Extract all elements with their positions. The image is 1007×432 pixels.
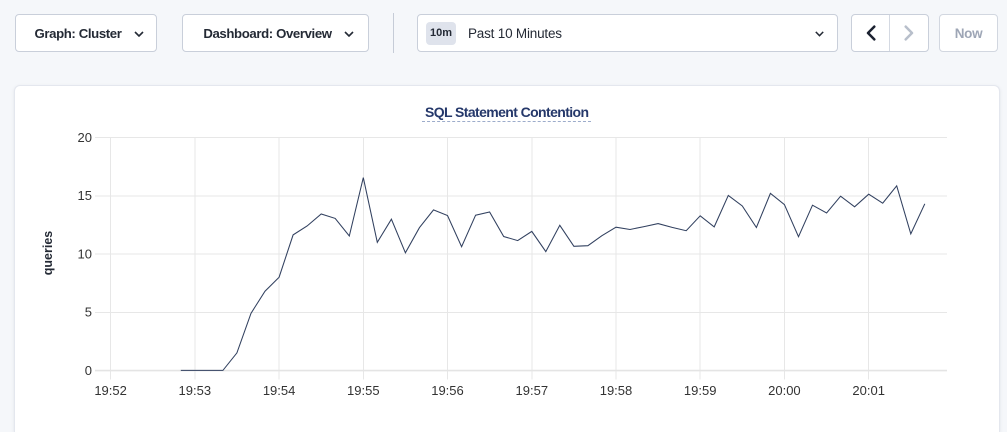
svg-text:19:54: 19:54 bbox=[263, 383, 296, 398]
svg-text:20:00: 20:00 bbox=[768, 383, 801, 398]
svg-text:19:53: 19:53 bbox=[179, 383, 212, 398]
svg-text:15: 15 bbox=[78, 188, 92, 203]
svg-text:19:52: 19:52 bbox=[94, 383, 127, 398]
svg-text:20:01: 20:01 bbox=[852, 383, 885, 398]
svg-text:19:58: 19:58 bbox=[600, 383, 633, 398]
svg-text:20: 20 bbox=[78, 130, 92, 145]
svg-text:19:57: 19:57 bbox=[516, 383, 549, 398]
svg-text:19:56: 19:56 bbox=[431, 383, 464, 398]
svg-text:10: 10 bbox=[78, 246, 92, 261]
svg-text:5: 5 bbox=[85, 305, 92, 320]
svg-text:queries: queries bbox=[41, 231, 55, 276]
svg-text:0: 0 bbox=[85, 363, 92, 378]
svg-text:19:59: 19:59 bbox=[684, 383, 717, 398]
svg-text:19:55: 19:55 bbox=[347, 383, 380, 398]
